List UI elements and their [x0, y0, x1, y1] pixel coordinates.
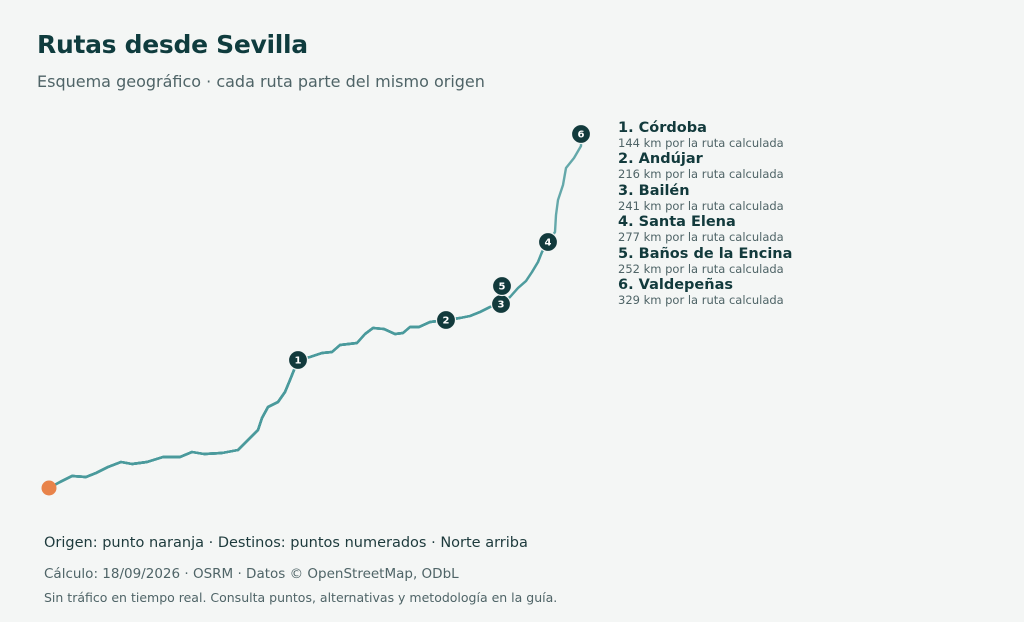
destination-marker-3[interactable]: 3 — [490, 293, 512, 315]
marker-circle — [537, 231, 559, 253]
destination-marker-6[interactable]: 6 — [570, 123, 592, 145]
marker-number: 1 — [295, 356, 302, 367]
legend-item-4[interactable]: 4. Santa Elena 277 km por la ruta calcul… — [618, 214, 878, 245]
marker-circle — [435, 309, 457, 331]
marker-circle — [491, 275, 513, 297]
route-banos-de-la-encina — [47, 284, 504, 490]
marker-circle — [287, 349, 309, 371]
legend-distance: 329 km por la ruta calculada — [618, 292, 784, 307]
destination-marker-5[interactable]: 5 — [491, 275, 513, 297]
legend-name: 4. Santa Elena — [618, 214, 736, 231]
marker-circle — [570, 123, 592, 145]
origin-layer — [41, 480, 57, 496]
methodology-note: Sin tráfico en tiempo real. Consulta pun… — [44, 590, 558, 605]
page-title: Rutas desde Sevilla — [37, 30, 308, 59]
legend-name: 6. Valdepeñas — [618, 276, 733, 293]
marker-number: 5 — [499, 282, 506, 293]
map-key: Origen: punto naranja · Destinos: puntos… — [44, 535, 528, 551]
destination-marker-2[interactable]: 2 — [435, 309, 457, 331]
marker-number: 6 — [578, 130, 585, 141]
legend-item-1[interactable]: 1. Córdoba 144 km por la ruta calculada — [618, 120, 878, 151]
marker-number: 3 — [498, 300, 505, 311]
marker-number: 2 — [443, 316, 450, 327]
origin-marker[interactable] — [41, 480, 57, 496]
page-subtitle: Esquema geográfico · cada ruta parte del… — [37, 72, 485, 91]
marker-number: 4 — [545, 238, 552, 249]
legend-distance: 144 km por la ruta calculada — [618, 136, 784, 150]
legend-item-3[interactable]: 3. Bailén 241 km por la ruta calculada — [618, 183, 878, 214]
legend-distance: 277 km por la ruta calculada — [618, 230, 784, 245]
destination-marker-4[interactable]: 4 — [537, 231, 559, 253]
calculation-credit: Cálculo: 18/09/2026 · OSRM · Datos © Ope… — [44, 566, 459, 582]
legend-distance: 252 km por la ruta calculada — [618, 261, 784, 276]
legend-distance: 241 km por la ruta calculada — [618, 198, 784, 213]
legend-name: 1. Córdoba — [618, 120, 707, 136]
legend-item-2[interactable]: 2. Andújar 216 km por la ruta calculada — [618, 151, 878, 182]
destination-markers: 1 2 3 4 5 6 — [287, 123, 592, 371]
legend-name: 5. Baños de la Encina — [618, 245, 793, 262]
legend-name: 3. Bailén — [618, 182, 690, 199]
route-valdepenas — [47, 132, 583, 490]
legend-name: 2. Andújar — [618, 151, 703, 168]
route-bailen — [47, 302, 503, 490]
destination-marker-1[interactable]: 1 — [287, 349, 309, 371]
route-andujar — [47, 318, 448, 490]
destination-legend: 1. Córdoba 144 km por la ruta calculada … — [618, 120, 878, 308]
legend-item-5[interactable]: 5. Baños de la Encina 252 km por la ruta… — [618, 246, 878, 277]
legend-item-6[interactable]: 6. Valdepeñas 329 km por la ruta calcula… — [618, 277, 878, 308]
legend-distance: 216 km por la ruta calculada — [618, 167, 784, 182]
